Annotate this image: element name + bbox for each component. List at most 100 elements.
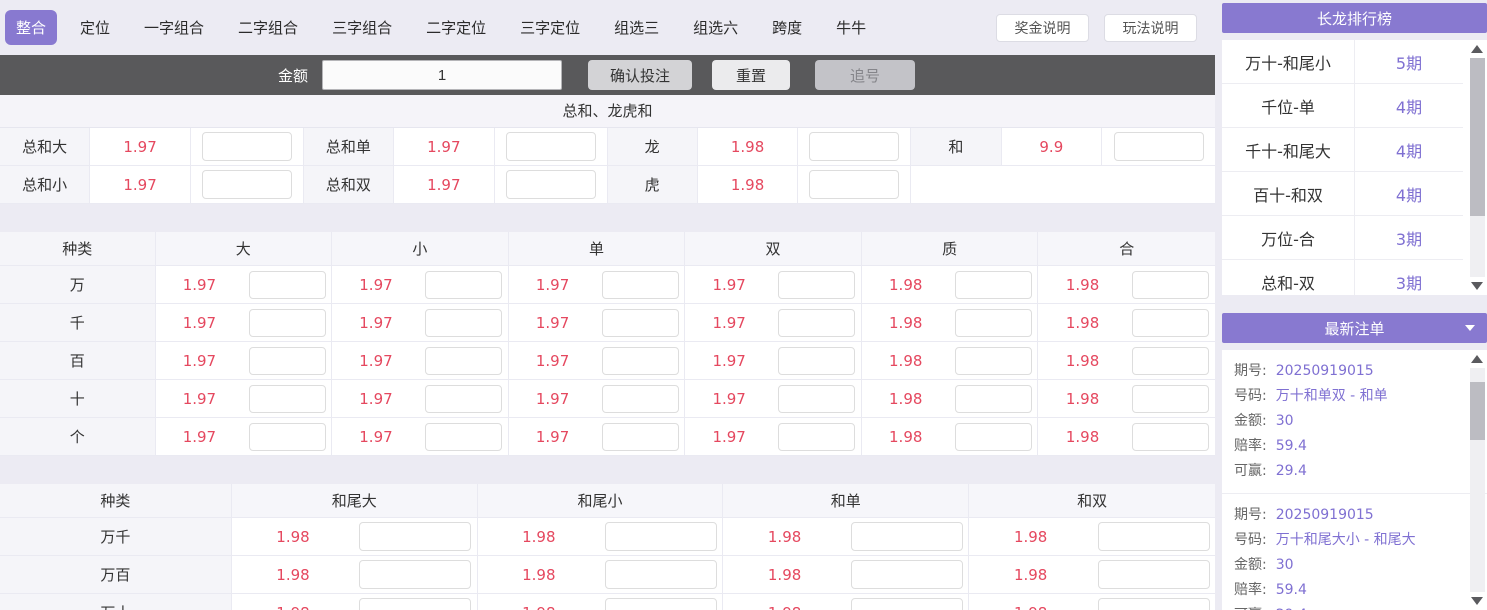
bet-amount-input[interactable] bbox=[778, 346, 856, 375]
list-item[interactable]: 千位-单 4期 bbox=[1222, 84, 1463, 128]
bet-amount-input[interactable] bbox=[505, 132, 596, 161]
chase-number-button[interactable]: 追号 bbox=[815, 60, 916, 90]
bet-amount-input[interactable] bbox=[425, 346, 503, 375]
bet-amount-input[interactable] bbox=[1113, 132, 1204, 161]
bet-amount-input[interactable] bbox=[778, 308, 856, 337]
tab-zhenghe[interactable]: 整合 bbox=[5, 10, 58, 45]
odds-value: 1.97 bbox=[90, 128, 191, 166]
latest-orders-list: 期号: 20250919015 号码: 万十和单双 - 和单 金额: 30 赔率: 59… bbox=[1222, 350, 1487, 610]
bet-cell: 1.98 bbox=[231, 594, 478, 610]
bet-amount-input[interactable] bbox=[605, 598, 718, 610]
amount-input[interactable] bbox=[322, 60, 563, 90]
scroll-thumb[interactable] bbox=[1470, 382, 1485, 440]
tab-erzi-zuhe[interactable]: 二字组合 bbox=[238, 19, 299, 37]
confirm-bet-button[interactable]: 确认投注 bbox=[588, 60, 693, 90]
odds-value: 1.97 bbox=[182, 275, 217, 294]
list-item[interactable]: 万十-和尾小 5期 bbox=[1222, 40, 1463, 84]
scroll-up-arrow[interactable] bbox=[1471, 45, 1483, 53]
scrollbar[interactable] bbox=[1470, 42, 1485, 293]
bet-amount-input[interactable] bbox=[359, 560, 472, 589]
bet-amount-input[interactable] bbox=[778, 270, 856, 299]
bet-amount-input[interactable] bbox=[809, 132, 900, 161]
bet-toolbar: 金额 确认投注 重置 追号 bbox=[0, 55, 1215, 95]
column-header: 单 bbox=[508, 232, 686, 266]
bet-amount-input[interactable] bbox=[248, 384, 326, 413]
bet-amount-input[interactable] bbox=[1132, 308, 1210, 337]
bet-amount-input[interactable] bbox=[955, 270, 1033, 299]
bet-amount-input[interactable] bbox=[955, 422, 1033, 451]
bet-amount-input[interactable] bbox=[1132, 270, 1210, 299]
tab-zuxuan-3[interactable]: 组选三 bbox=[614, 19, 660, 37]
streak-value: 5期 bbox=[1395, 53, 1423, 73]
bet-amount-input[interactable] bbox=[1097, 560, 1210, 589]
bet-amount-input[interactable] bbox=[201, 132, 292, 161]
bet-amount-input[interactable] bbox=[809, 170, 900, 199]
tab-zuxuan-6[interactable]: 组选六 bbox=[693, 19, 739, 37]
rules-info-button[interactable]: 玩法说明 bbox=[1104, 13, 1197, 42]
bet-amount-input[interactable] bbox=[248, 422, 326, 451]
bet-amount-input[interactable] bbox=[778, 422, 856, 451]
bet-amount-input[interactable] bbox=[425, 384, 503, 413]
order-number-label: 号码: bbox=[1234, 388, 1267, 404]
bet-cell: 1.97 bbox=[155, 380, 333, 418]
scroll-up-arrow[interactable] bbox=[1471, 355, 1483, 363]
bet-amount-input[interactable] bbox=[201, 170, 292, 199]
bet-amount-input[interactable] bbox=[1097, 598, 1210, 610]
list-item[interactable]: 千十-和尾大 4期 bbox=[1222, 128, 1463, 172]
bet-amount-input[interactable] bbox=[955, 308, 1033, 337]
bet-amount-input[interactable] bbox=[851, 522, 963, 551]
bet-amount-input[interactable] bbox=[601, 422, 679, 451]
bet-amount-input[interactable] bbox=[425, 270, 503, 299]
bet-amount-input[interactable] bbox=[601, 346, 679, 375]
bet-amount-input[interactable] bbox=[955, 346, 1033, 375]
tab-yizi-zuhe[interactable]: 一字组合 bbox=[144, 19, 205, 37]
tab-sanzi-dingwei[interactable]: 三字定位 bbox=[520, 19, 581, 37]
bet-amount-input[interactable] bbox=[248, 270, 326, 299]
bet-amount-input[interactable] bbox=[778, 384, 856, 413]
list-item[interactable]: 万位-合 3期 bbox=[1222, 216, 1463, 260]
tab-niuniu[interactable]: 牛牛 bbox=[836, 19, 867, 37]
bet-amount-input[interactable] bbox=[1132, 422, 1210, 451]
panel-title: 长龙排行榜 bbox=[1316, 9, 1392, 28]
scroll-thumb[interactable] bbox=[1470, 58, 1485, 216]
tab-kuadu[interactable]: 跨度 bbox=[772, 19, 803, 37]
bet-amount-input[interactable] bbox=[605, 522, 718, 551]
bet-amount-input[interactable] bbox=[851, 598, 963, 610]
tab-sanzi-zuhe[interactable]: 三字组合 bbox=[332, 19, 393, 37]
odds-value: 1.97 bbox=[535, 351, 570, 370]
bet-amount-input[interactable] bbox=[248, 346, 326, 375]
list-item[interactable]: 总和-双 3期 bbox=[1222, 260, 1463, 295]
bet-amount-input[interactable] bbox=[425, 422, 503, 451]
bet-amount-input[interactable] bbox=[425, 308, 503, 337]
bet-cell: 1.98 bbox=[723, 556, 970, 594]
list-item[interactable]: 百十-和双 4期 bbox=[1222, 172, 1463, 216]
bet-amount-input[interactable] bbox=[605, 560, 718, 589]
order-entry: 期号: 20250919015 号码: 万十和单双 - 和单 金额: 30 赔率: 59… bbox=[1222, 350, 1487, 494]
bet-amount-input[interactable] bbox=[601, 384, 679, 413]
bet-cell: 1.97 bbox=[508, 266, 686, 304]
bet-cell: 1.97 bbox=[332, 304, 509, 342]
bet-amount-input[interactable] bbox=[248, 308, 326, 337]
bet-amount-input[interactable] bbox=[1132, 346, 1210, 375]
order-odds-value: 59.4 bbox=[1275, 438, 1307, 454]
bonus-info-button[interactable]: 奖金说明 bbox=[996, 13, 1089, 42]
bet-amount-input[interactable] bbox=[505, 170, 596, 199]
bet-amount-input[interactable] bbox=[851, 560, 963, 589]
bet-amount-input[interactable] bbox=[359, 522, 472, 551]
scroll-down-arrow[interactable] bbox=[1471, 597, 1483, 605]
bet-amount-input[interactable] bbox=[359, 598, 472, 610]
bet-amount-input[interactable] bbox=[1097, 522, 1210, 551]
bet-amount-input[interactable] bbox=[955, 384, 1033, 413]
bet-amount-input[interactable] bbox=[601, 308, 679, 337]
tab-erzi-dingwei[interactable]: 二字定位 bbox=[426, 19, 487, 37]
scroll-track[interactable] bbox=[1470, 58, 1485, 277]
scroll-down-arrow[interactable] bbox=[1471, 282, 1483, 290]
bet-amount-input[interactable] bbox=[601, 270, 679, 299]
bet-input-cell bbox=[190, 166, 304, 204]
reset-button[interactable]: 重置 bbox=[712, 60, 791, 90]
chevron-down-icon[interactable] bbox=[1465, 325, 1475, 331]
bet-amount-input[interactable] bbox=[1132, 384, 1210, 413]
tab-dingwei[interactable]: 定位 bbox=[80, 19, 111, 37]
scroll-track[interactable] bbox=[1470, 368, 1485, 592]
scrollbar[interactable] bbox=[1470, 352, 1485, 608]
